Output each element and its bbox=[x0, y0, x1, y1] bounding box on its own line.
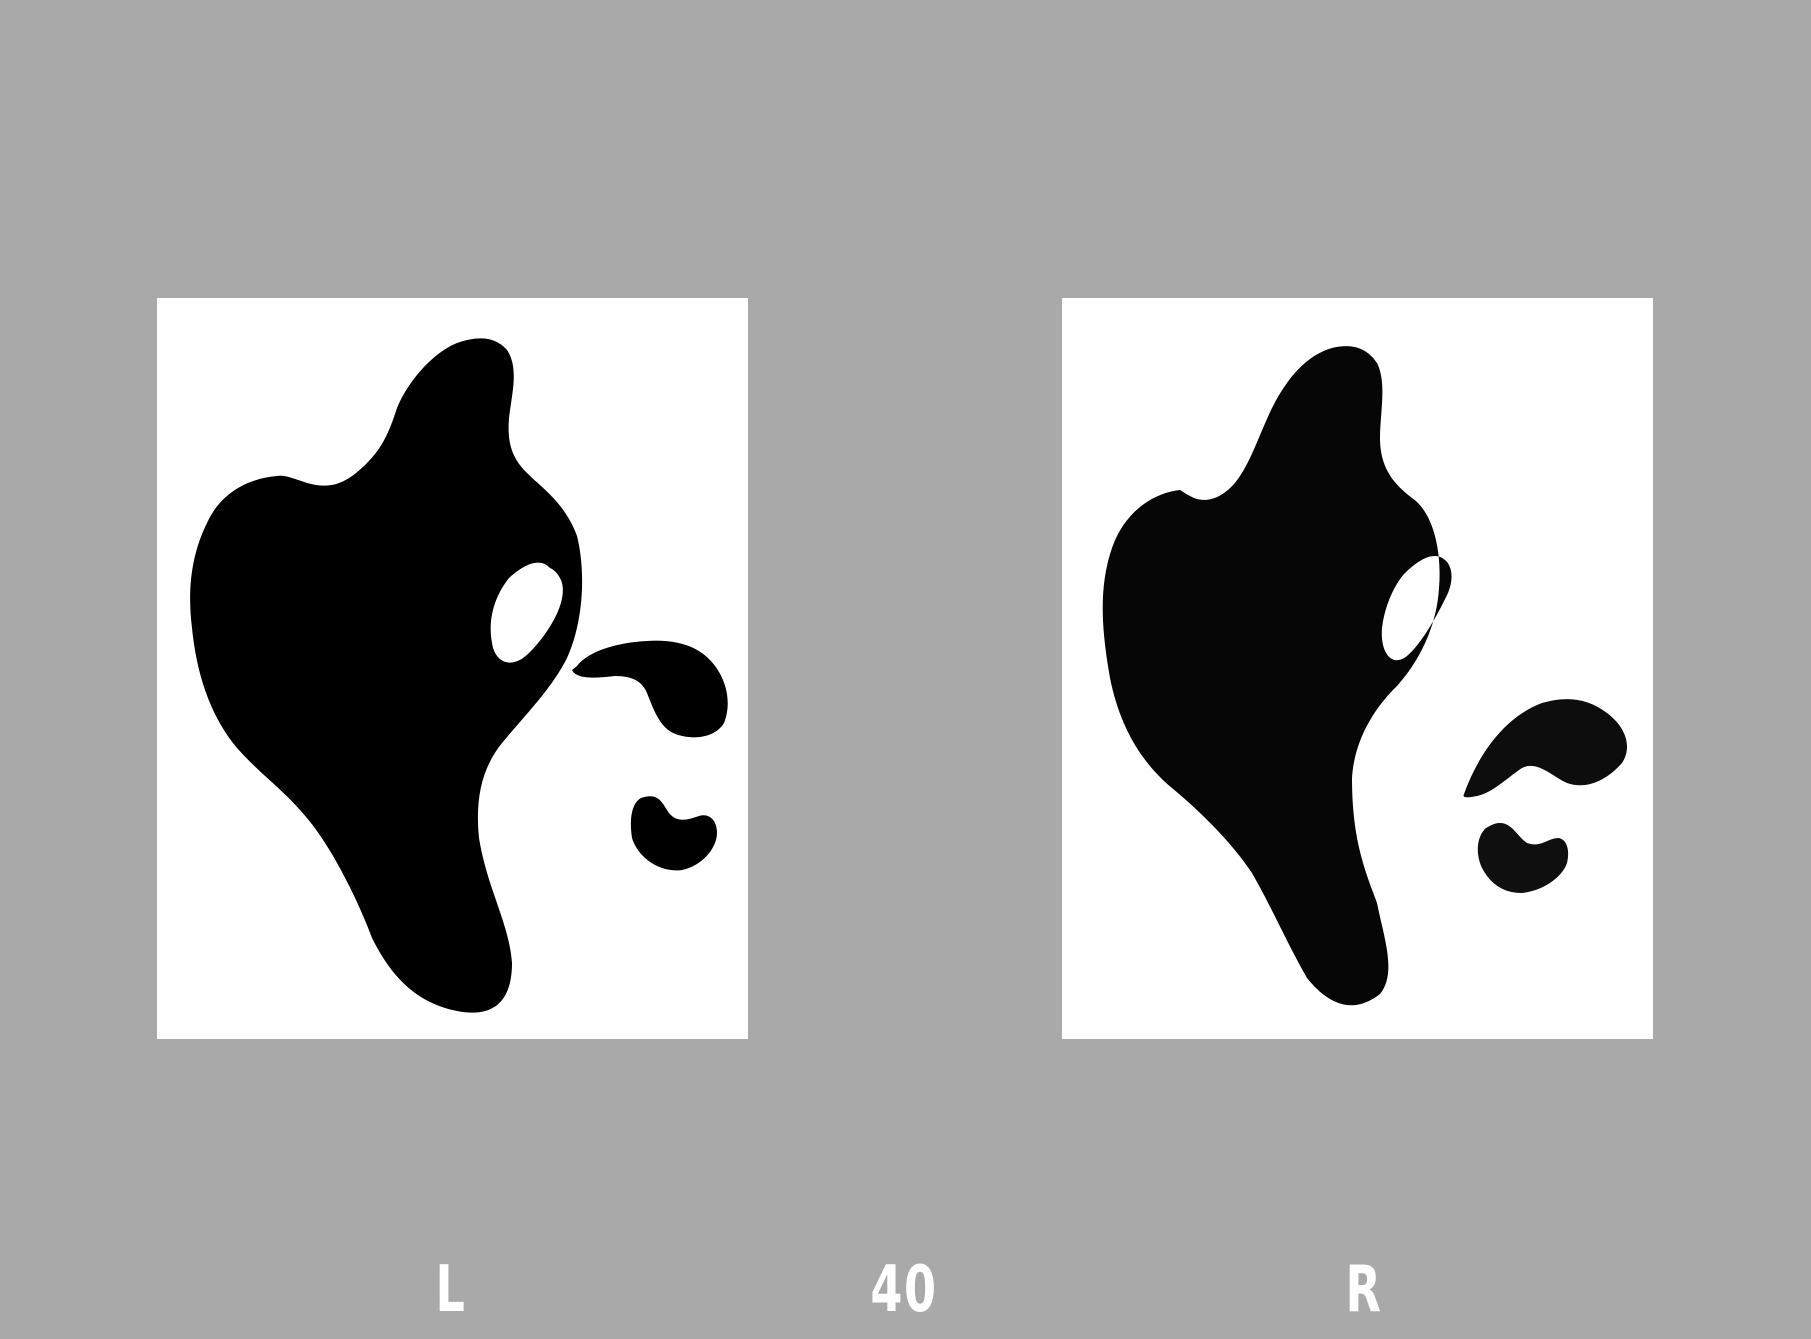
left-stimulus-panel bbox=[157, 298, 748, 1039]
left-small-blob bbox=[630, 796, 717, 871]
right-label: R bbox=[1345, 1253, 1383, 1327]
left-blob-figure bbox=[190, 338, 728, 1013]
right-main-blob bbox=[1102, 346, 1452, 1006]
right-stimulus-panel bbox=[1062, 298, 1653, 1039]
trial-number-label: 40 bbox=[870, 1253, 938, 1327]
left-arc-blob bbox=[572, 640, 728, 738]
left-label: L bbox=[435, 1253, 467, 1327]
left-main-blob bbox=[190, 338, 583, 1013]
right-small-blob bbox=[1477, 823, 1569, 893]
right-blob-figure bbox=[1102, 346, 1627, 1006]
right-arc-blob bbox=[1463, 699, 1627, 798]
